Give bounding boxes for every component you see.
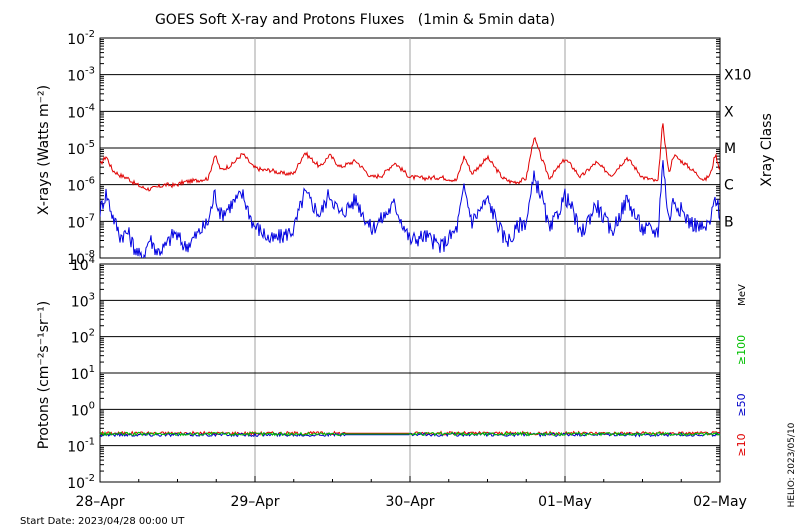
y-tick-label: 10-2	[67, 473, 95, 492]
x-tick-label: 28–Apr	[75, 494, 124, 510]
y-tick-label: 10-3	[67, 66, 95, 85]
xray-class-label: M	[724, 141, 736, 157]
x-tick-label: 29–Apr	[230, 494, 279, 510]
xray-class-label: X10	[724, 68, 751, 84]
start-date-label: Start Date: 2023/04/28 00:00 UT	[20, 516, 185, 527]
y-tick-label: 10-5	[67, 139, 95, 158]
xray-series-line	[100, 160, 720, 258]
xray-ylabel: X-rays (Watts m⁻²)	[36, 85, 52, 215]
y-tick-label: 10-1	[67, 437, 95, 456]
y-tick-label: 10-2	[67, 29, 95, 48]
xray-class-label: B	[724, 214, 734, 230]
x-axis: 28–Apr 29–Apr 30–Apr 01–May 02–May	[75, 476, 747, 510]
y-tick-label: 10-6	[67, 176, 95, 195]
xray-class-title: Xray Class	[759, 113, 775, 187]
x-tick-label: 01–May	[538, 494, 592, 510]
xray-class-label: X	[724, 104, 734, 120]
proton-panel: 104 103 102 101 100 10-1 10-2 ≥100 ≥50 ≥10	[67, 255, 748, 492]
y-tick-label: 102	[71, 328, 95, 347]
proton-series-line	[99, 430, 721, 437]
x-tick-label: 02–May	[693, 494, 747, 510]
y-tick-label: 104	[71, 255, 95, 274]
xray-panel: 10-2 10-3 10-4 10-5 10-6 10-7 10-8 X10 X M C B	[67, 29, 751, 268]
proton-energy-label: ≥100	[735, 335, 748, 365]
proton-ylabel: Protons (cm⁻²s⁻¹sr⁻¹)	[36, 301, 52, 450]
y-tick-label: 10-4	[67, 102, 95, 121]
proton-energy-label: ≥10	[735, 433, 748, 456]
mev-label: MeV	[737, 284, 748, 306]
xray-class-label: C	[724, 178, 734, 194]
chart-title: GOES Soft X-ray and Protons Fluxes (1min…	[155, 12, 555, 28]
xray-series-line	[100, 123, 720, 192]
helio-date-label: HELIO: 2023/05/10	[787, 422, 797, 507]
y-tick-label: 101	[71, 364, 95, 383]
y-tick-label: 10-8	[67, 249, 95, 268]
proton-energy-label: ≥50	[735, 393, 748, 416]
y-tick-label: 10-7	[67, 212, 95, 231]
y-tick-label: 103	[71, 291, 95, 310]
y-tick-label: 100	[71, 400, 95, 419]
x-tick-label: 30–Apr	[385, 494, 434, 510]
